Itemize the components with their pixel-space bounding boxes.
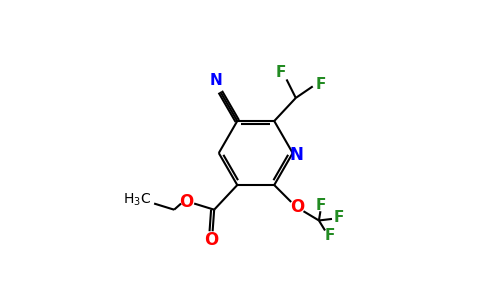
Text: F: F bbox=[315, 76, 326, 92]
Text: O: O bbox=[180, 193, 194, 211]
Text: N: N bbox=[210, 74, 223, 88]
Text: N: N bbox=[289, 146, 303, 164]
Text: F: F bbox=[324, 228, 335, 243]
Text: F: F bbox=[315, 198, 326, 213]
Text: O: O bbox=[290, 198, 304, 216]
Text: H$_3$C: H$_3$C bbox=[123, 191, 151, 208]
Text: O: O bbox=[204, 231, 218, 249]
Text: F: F bbox=[334, 210, 344, 225]
Text: F: F bbox=[276, 65, 287, 80]
